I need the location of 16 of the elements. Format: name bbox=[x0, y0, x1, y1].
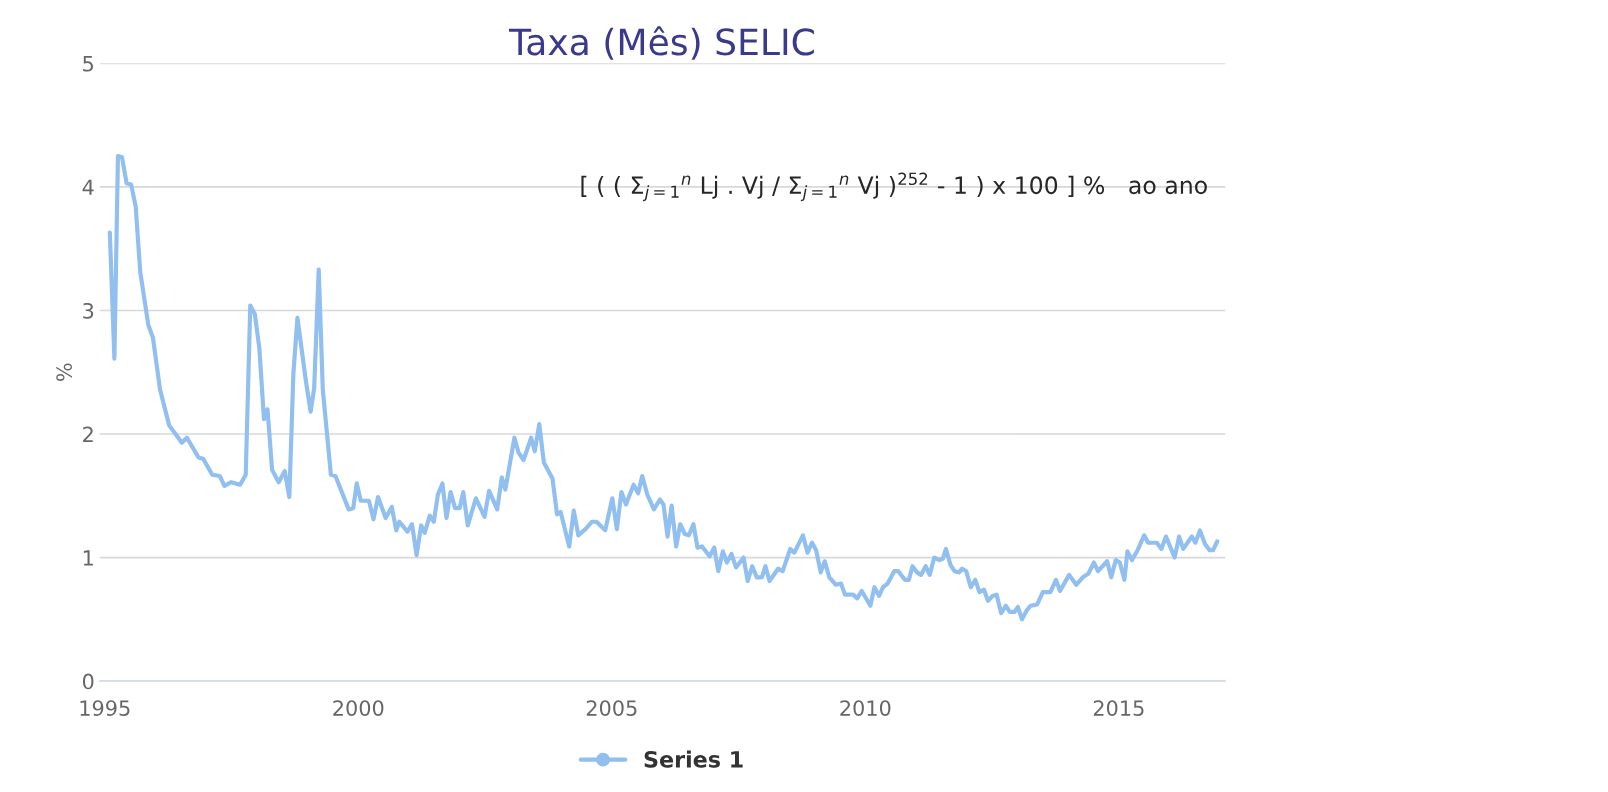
x-tick-label: 2000 bbox=[333, 700, 384, 716]
x-tick-label: 1995 bbox=[80, 700, 130, 716]
legend-label: Series 1 bbox=[644, 750, 743, 768]
y-axis-title: % bbox=[56, 363, 72, 381]
x-tick-label: 2005 bbox=[586, 700, 637, 716]
y-tick-label: 5 bbox=[83, 56, 94, 72]
line-series bbox=[107, 153, 1220, 622]
y-tick-label: 1 bbox=[83, 550, 93, 566]
chart-title: Taxa (Mês) SELIC bbox=[509, 26, 814, 60]
x-tick-label: 2010 bbox=[840, 700, 891, 716]
x-tick-label: 2015 bbox=[1093, 700, 1144, 716]
text: [ ( ( Σ$_{j=1}$$^{n}$ Lj . Vj / Σ$_{j=1}$$^{n}$ Vj )$^{252}$ - 1 ) x 100 ] % ao ano bbox=[581, 172, 1207, 202]
y-tick-label: 2 bbox=[83, 426, 93, 442]
y-tick-label: 4 bbox=[82, 179, 94, 195]
y-tick-label: 0 bbox=[82, 673, 94, 690]
y-tick-label: 3 bbox=[83, 302, 94, 319]
